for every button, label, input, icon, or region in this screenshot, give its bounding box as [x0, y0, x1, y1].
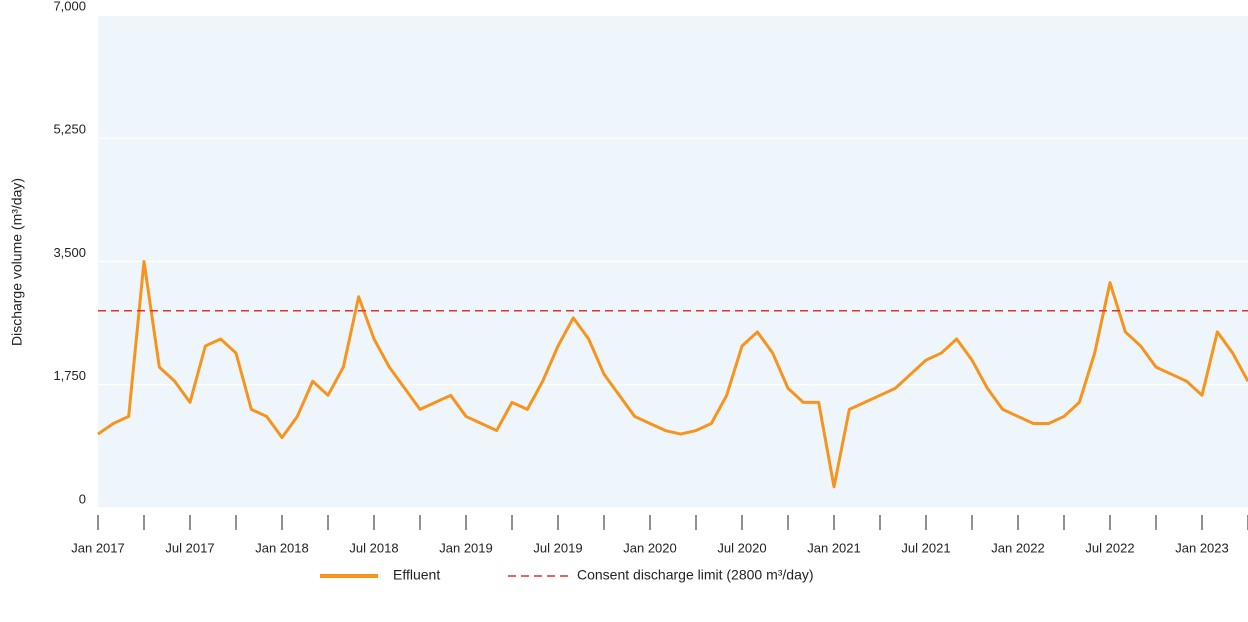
x-tick-label: Jul 2020: [717, 540, 766, 555]
y-tick-label: 5,250: [53, 122, 86, 137]
x-tick-label: Jul 2017: [165, 540, 214, 555]
legend-label: Consent discharge limit (2800 m³/day): [577, 567, 814, 583]
x-tick-label: Jul 2021: [901, 540, 950, 555]
series-line: [97, 260, 1248, 489]
legend-label: Effluent: [393, 567, 440, 583]
x-tick-label: Jan 2022: [991, 540, 1045, 555]
x-tick-label: Jul 2022: [1085, 540, 1134, 555]
y-tick-label: 0: [79, 491, 86, 506]
y-tick-label: 1,750: [53, 368, 86, 383]
x-tick-label: Jan 2023: [1175, 540, 1229, 555]
x-tick-label: Jul 2018: [349, 540, 398, 555]
y-axis-label: Discharge volume (m³/day): [9, 178, 25, 346]
y-tick-label: 3,500: [53, 245, 86, 260]
x-tick-label: Jul 2019: [533, 540, 582, 555]
x-tick-label: Jan 2019: [439, 540, 493, 555]
x-tick-label: Jan 2020: [623, 540, 677, 555]
x-tick-label: Jan 2017: [71, 540, 125, 555]
y-tick-label: 7,000: [53, 0, 86, 13]
x-tick-label: Jan 2021: [807, 540, 861, 555]
x-tick-label: Jan 2018: [255, 540, 309, 555]
